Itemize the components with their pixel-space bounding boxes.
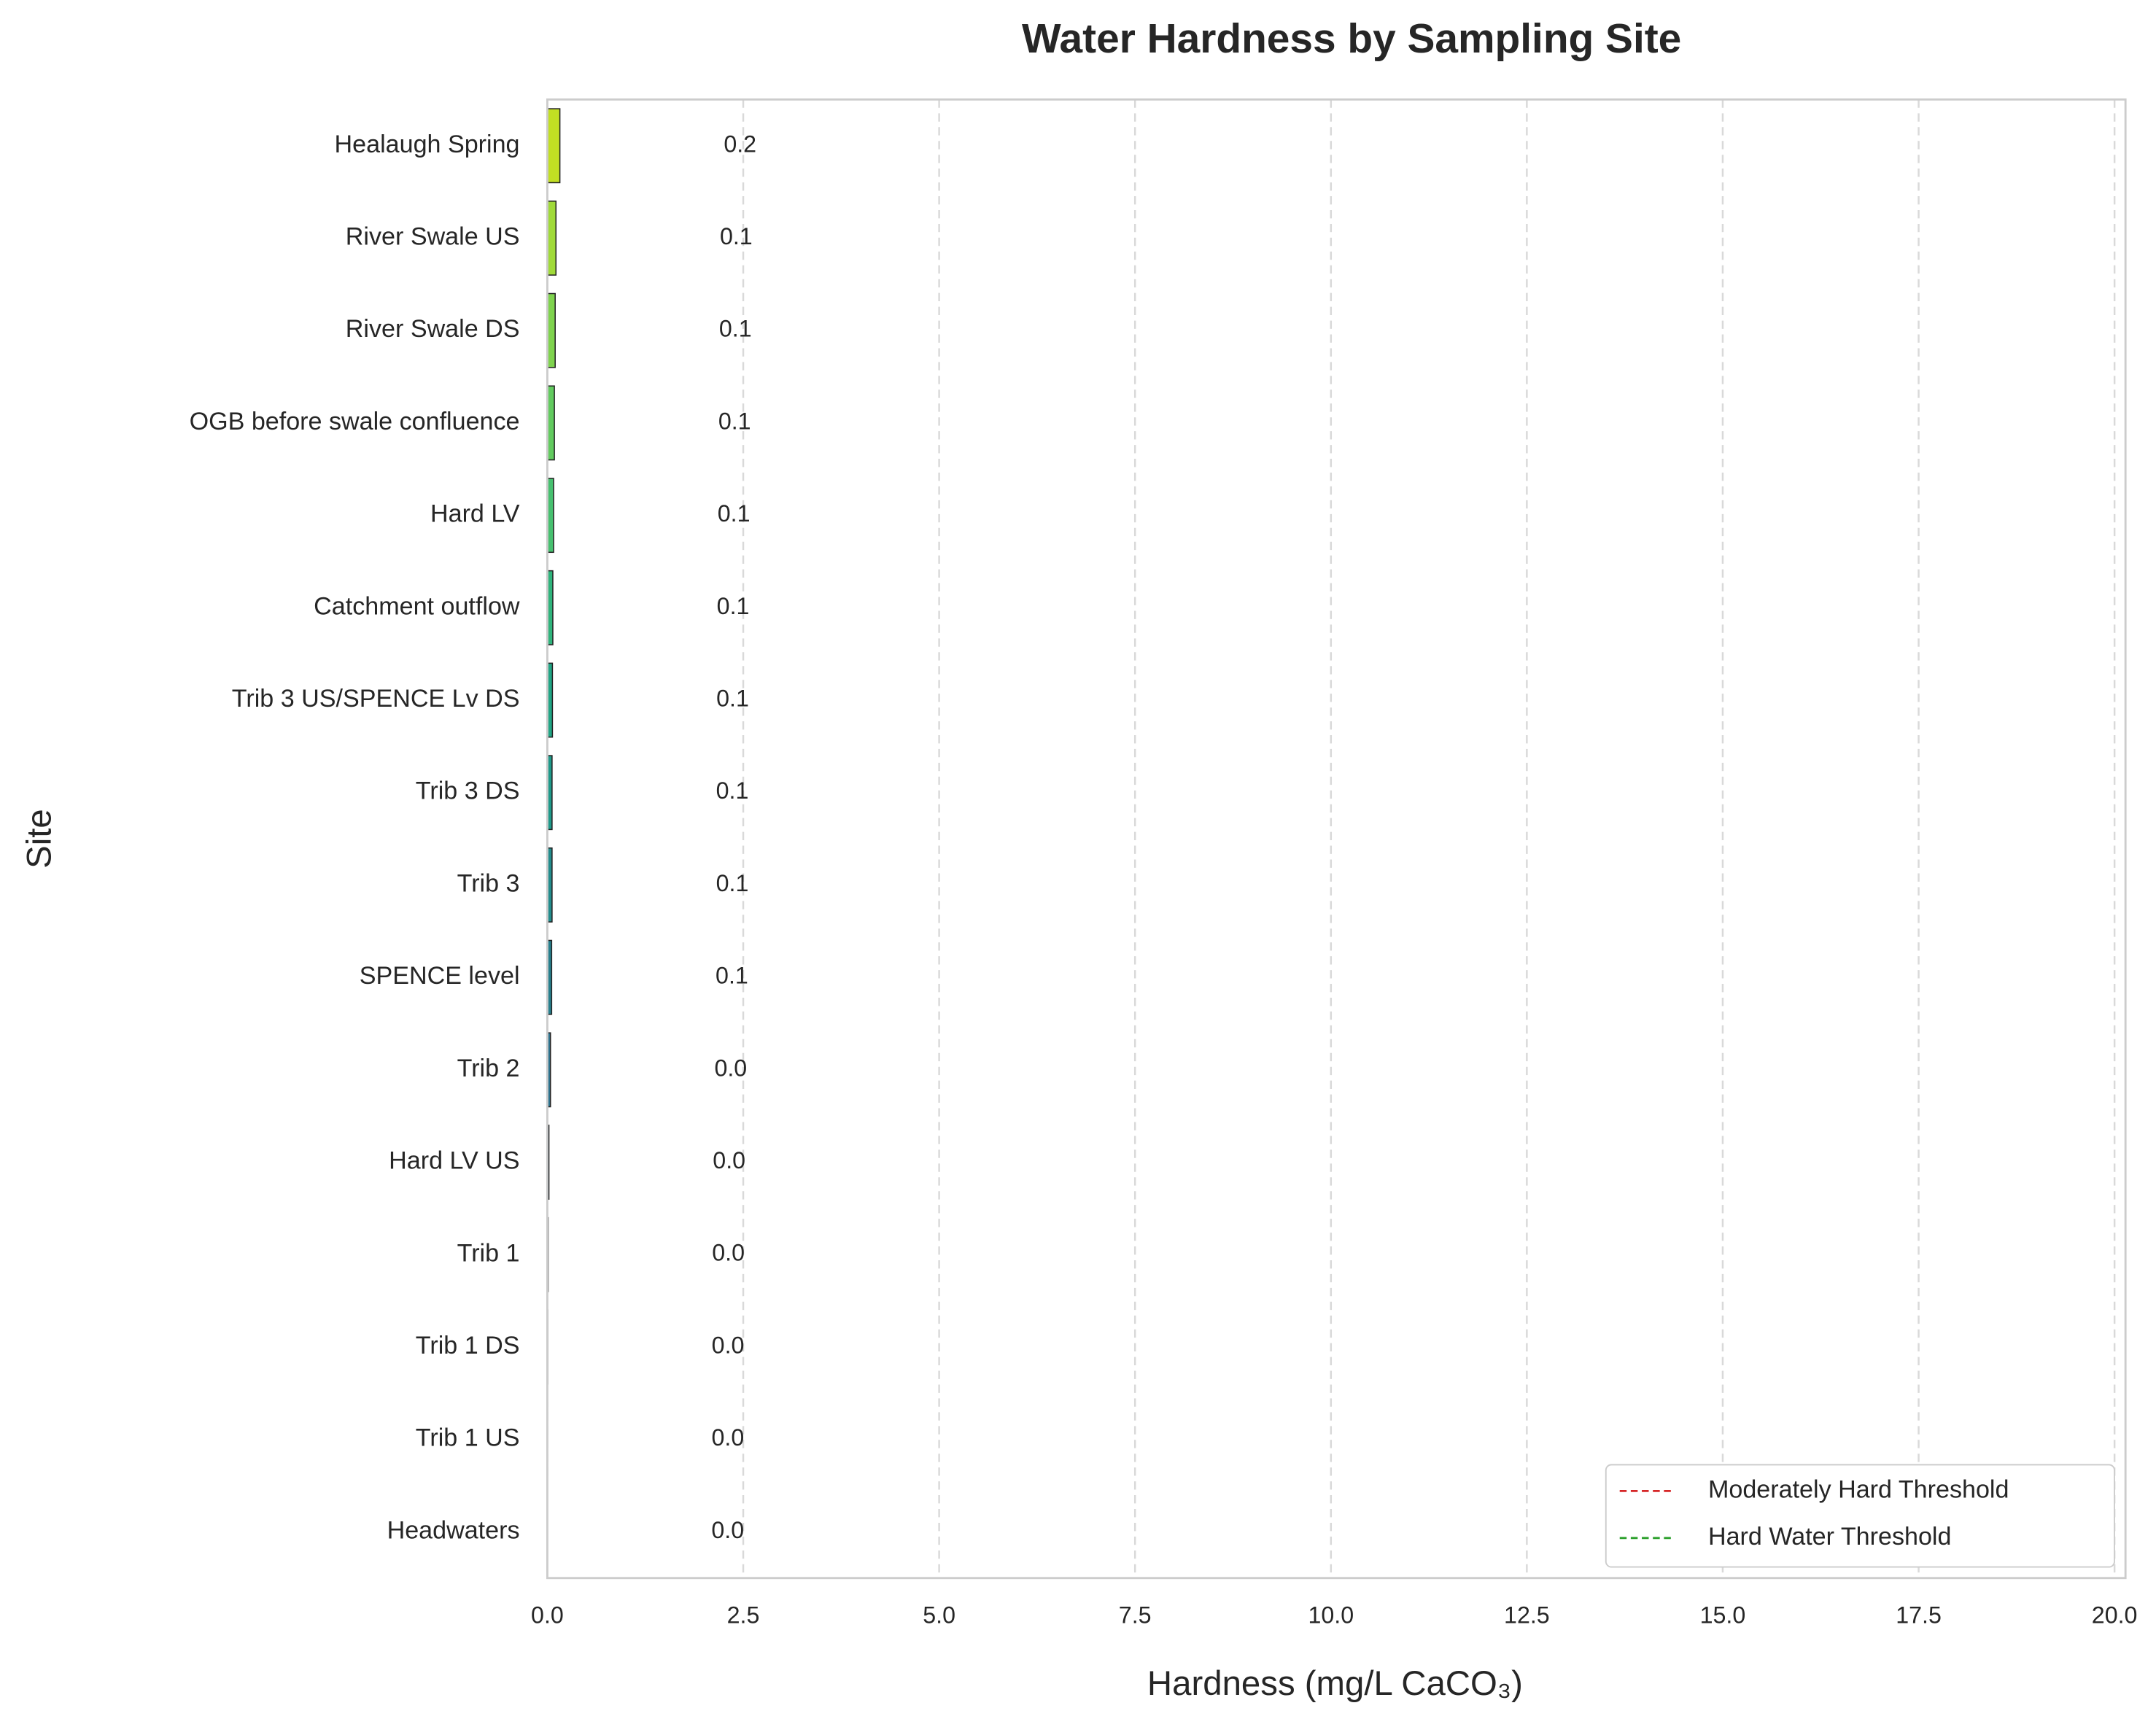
x-tick-label: 10.0 xyxy=(1308,1602,1354,1628)
value-label: 0.1 xyxy=(718,500,751,527)
x-tick-label: 15.0 xyxy=(1700,1602,1746,1628)
x-tick-label: 5.0 xyxy=(923,1602,955,1628)
y-tick-label: Catchment outflow xyxy=(314,592,520,620)
bar xyxy=(546,385,555,461)
y-tick-label: Trib 3 DS xyxy=(416,777,520,805)
legend-box xyxy=(1605,1464,2115,1568)
value-label: 0.2 xyxy=(724,131,756,157)
x-tick-label: 17.5 xyxy=(1896,1602,1942,1628)
value-label: 0.1 xyxy=(716,686,749,712)
value-label: 0.1 xyxy=(716,963,748,989)
y-tick-label: Hard LV xyxy=(430,500,520,528)
legend-label: Moderately Hard Threshold xyxy=(1708,1475,2009,1503)
value-label: 0.1 xyxy=(717,593,750,619)
y-tick-label: Trib 1 US xyxy=(416,1424,520,1452)
y-tick-label: Hard LV US xyxy=(389,1147,519,1175)
x-tick-label: 2.5 xyxy=(727,1602,760,1628)
x-tick-label: 7.5 xyxy=(1119,1602,1152,1628)
value-label: 0.1 xyxy=(718,408,751,434)
y-tick-label: Trib 1 xyxy=(457,1239,520,1267)
x-tick-label: 20.0 xyxy=(2092,1602,2138,1628)
bar xyxy=(546,292,556,368)
y-tick-label: SPENCE level xyxy=(360,962,520,990)
y-tick-label: Trib 2 xyxy=(457,1055,520,1082)
x-tick-label: 0.0 xyxy=(531,1602,564,1628)
value-label: 0.1 xyxy=(716,777,749,804)
value-label: 0.0 xyxy=(714,1055,747,1081)
value-label: 0.0 xyxy=(711,1517,744,1543)
bar xyxy=(546,201,557,276)
y-tick-label: River Swale US xyxy=(346,222,520,250)
bar xyxy=(546,108,561,184)
y-tick-label: Headwaters xyxy=(387,1516,520,1544)
y-tick-label: Trib 3 US/SPENCE Lv DS xyxy=(232,685,520,713)
y-axis-label: Site xyxy=(20,809,58,869)
y-tick-label: Trib 1 DS xyxy=(416,1332,520,1359)
plot-frame xyxy=(546,98,2127,1580)
value-label: 0.1 xyxy=(716,870,749,896)
value-label: 0.0 xyxy=(713,1147,745,1173)
y-tick-label: OGB before swale confluence xyxy=(190,408,520,435)
value-label: 0.1 xyxy=(719,316,752,342)
x-axis-label: Hardness (mg/L CaCO₃) xyxy=(1147,1664,1523,1703)
value-label: 0.1 xyxy=(720,223,753,249)
legend-label: Hard Water Threshold xyxy=(1708,1523,1952,1551)
chart-title: Water Hardness by Sampling Site xyxy=(1022,16,1681,62)
value-label: 0.0 xyxy=(712,1332,745,1358)
value-label: 0.0 xyxy=(711,1424,744,1451)
y-tick-label: Healaugh Spring xyxy=(335,131,520,158)
y-tick-label: River Swale DS xyxy=(346,315,520,343)
y-tick-label: Trib 3 xyxy=(457,869,520,897)
x-tick-label: 12.5 xyxy=(1504,1602,1550,1628)
value-label: 0.0 xyxy=(712,1240,745,1266)
